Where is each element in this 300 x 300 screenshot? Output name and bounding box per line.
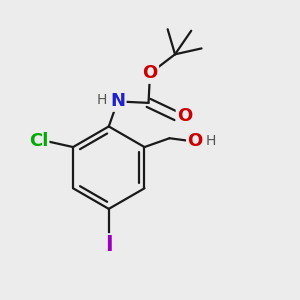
Text: O: O (177, 107, 192, 125)
Text: H: H (96, 93, 106, 107)
Text: I: I (105, 235, 112, 255)
Text: O: O (188, 132, 203, 150)
Text: N: N (110, 92, 125, 110)
Text: O: O (142, 64, 158, 82)
Text: Cl: Cl (28, 132, 48, 150)
Text: H: H (206, 134, 216, 148)
